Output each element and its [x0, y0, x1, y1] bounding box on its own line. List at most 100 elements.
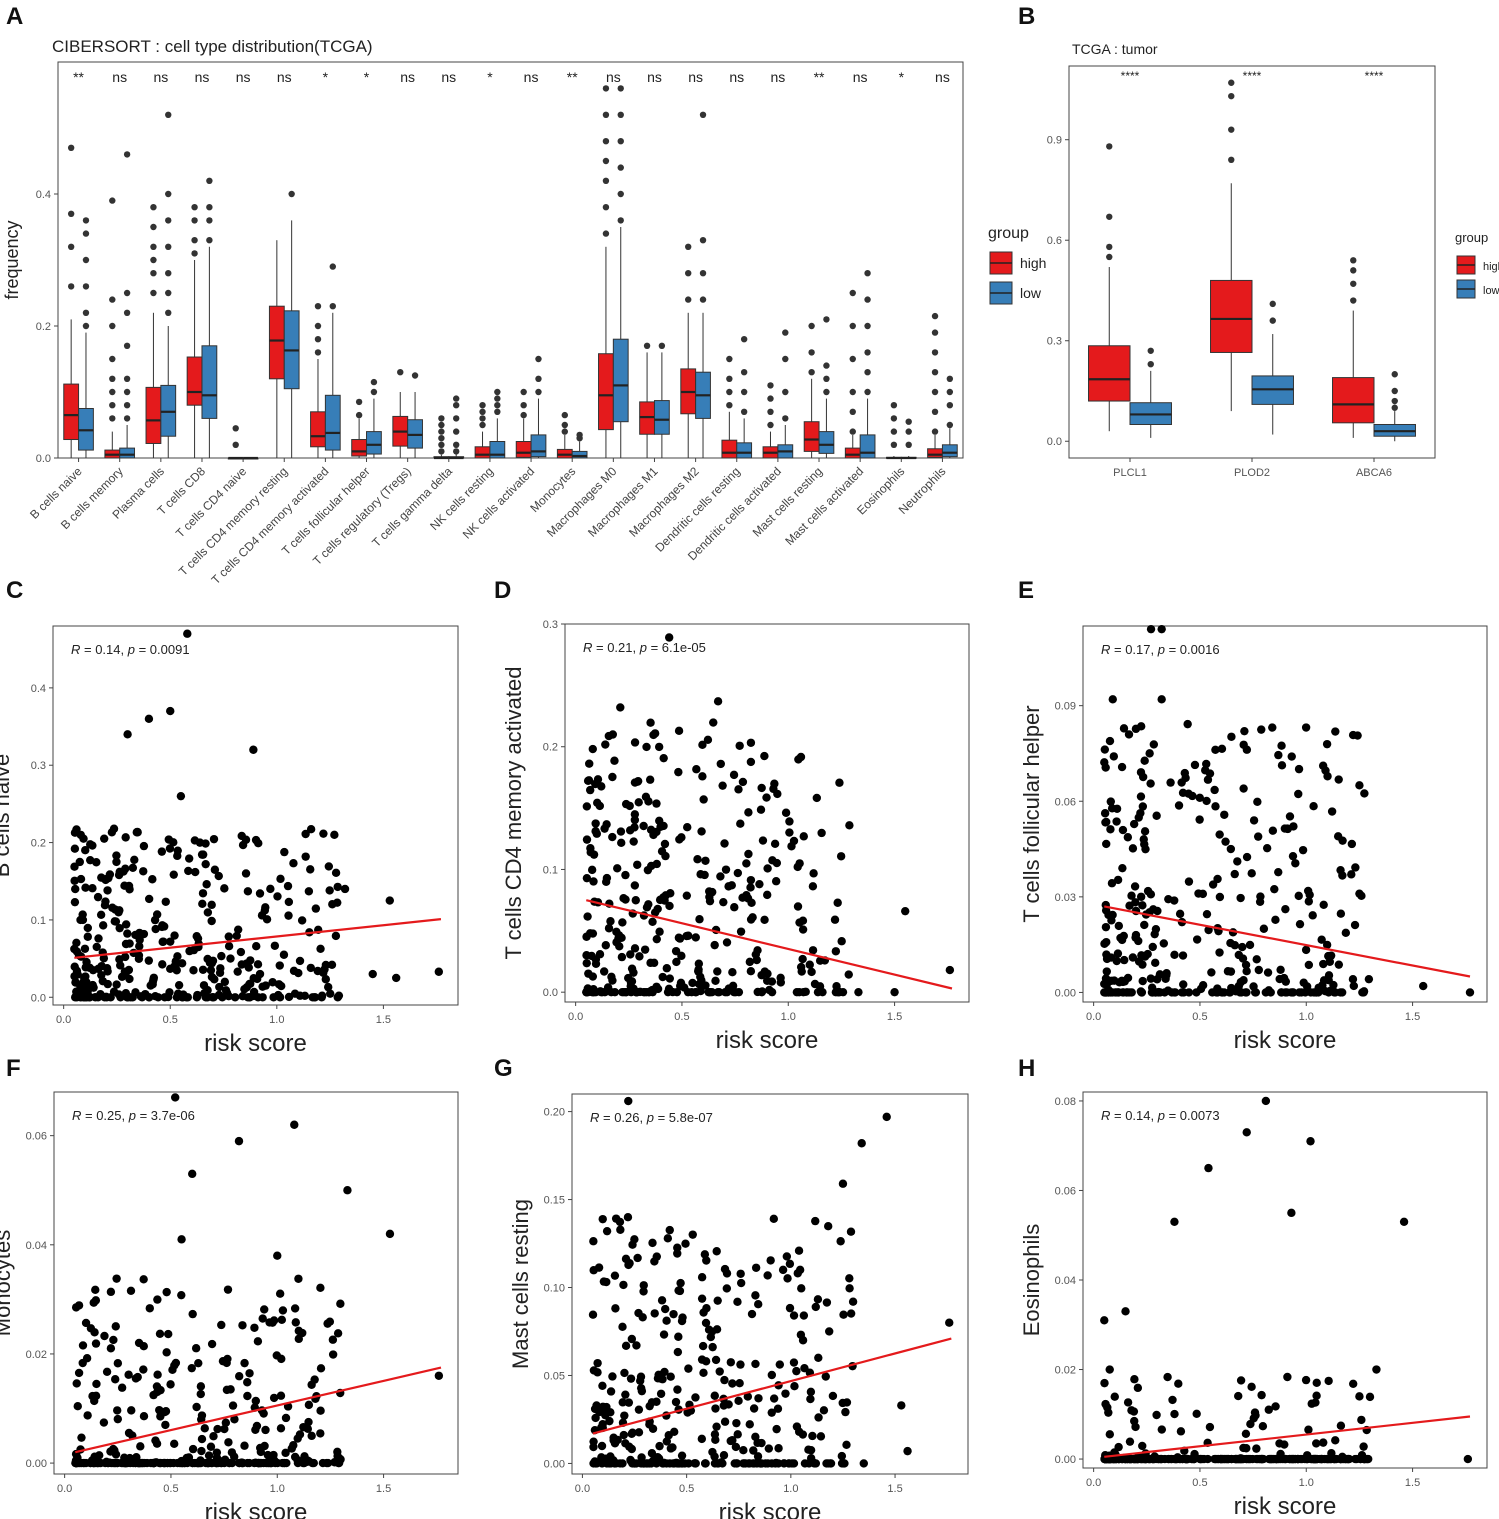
panel-f-data-point [124, 1370, 133, 1379]
panel-d-plot-frame [564, 623, 970, 1003]
panel-h-y-axis-label: Eosinophils [1019, 1224, 1044, 1337]
panel-a-outlier-point [740, 336, 748, 343]
panel-g-data-point [814, 1413, 823, 1422]
panel-f-data-point [113, 1414, 123, 1424]
panel-f-data-point [333, 1329, 343, 1338]
panel-a-outlier-point [109, 375, 116, 382]
panel-c-y-tick-label: 0.2 [31, 838, 46, 850]
panel-g-data-point [842, 1440, 851, 1449]
panel-f-data-point [192, 1458, 202, 1468]
panel-h-data-point [1258, 1422, 1268, 1431]
panel-g-data-point [842, 1398, 852, 1407]
panel-c-data-point [316, 944, 325, 954]
panel-g-data-point [720, 1375, 729, 1385]
panel-e-data-point [1329, 987, 1339, 996]
panel-a-outlier-point [314, 322, 322, 330]
panel-g-data-point [708, 1342, 717, 1352]
panel-c-data-point [144, 714, 154, 724]
panel-g-data-point [630, 1459, 639, 1468]
panel-c-data-point [301, 829, 310, 839]
panel-a-outlier-point [314, 303, 322, 310]
panel-d-annotation-p-label: p [639, 640, 647, 655]
panel-g-data-point [711, 1355, 721, 1365]
panel-f-data-point [169, 1458, 178, 1468]
panel-e-data-point [1170, 950, 1179, 959]
panel-g-data-point [837, 1451, 847, 1461]
panel-h-data-point [1168, 1395, 1177, 1405]
panel-d-data-point [798, 925, 808, 934]
panel-d-data-point [633, 860, 642, 869]
panel-c-data-point [125, 974, 134, 984]
panel-g-data-point [678, 1459, 687, 1468]
panel-a-outlier-point [82, 256, 90, 264]
panel-c-data-point [280, 847, 289, 857]
panel-d-data-point [758, 836, 768, 845]
panel-e-data-point [1102, 839, 1111, 849]
panel-d-data-point [662, 964, 672, 973]
panel-a-outlier-point [823, 375, 830, 382]
panel-a-outlier-point [206, 177, 213, 184]
panel-c-data-point [148, 875, 157, 884]
panel-c-data-point [164, 835, 173, 844]
panel-f-y-tick-label: 0.04 [26, 1240, 47, 1252]
panel-e-data-point [1236, 893, 1245, 903]
panel-h-data-point [1241, 1429, 1251, 1438]
panel-d-data-point [724, 984, 734, 993]
panel-d-data-point [591, 779, 600, 789]
panel-g-annotation-p-label: p [646, 1110, 654, 1125]
panel-a-outlier-point [438, 421, 445, 429]
panel-a-y-axis-label: frequency [2, 220, 22, 299]
panel-d-data-point [801, 987, 810, 996]
panel-c-data-point [135, 942, 144, 951]
panel-f-data-point [139, 1365, 148, 1374]
panel-f-data-point [230, 1415, 239, 1424]
panel-e-data-point [1202, 796, 1211, 806]
panel-h-data-point [1286, 1454, 1295, 1464]
panel-a-outlier-point [823, 388, 830, 396]
panel-d-annotation-r-label: R [583, 640, 592, 655]
panel-a-outlier-point [411, 372, 419, 379]
panel-e-data-point [1114, 921, 1124, 931]
panel-e-data-point [1137, 951, 1146, 960]
panel-b-significance: **** [1365, 69, 1384, 83]
panel-f-data-point [343, 1186, 352, 1195]
panel-a-outlier-point [726, 388, 733, 396]
panel-a-y-tick-label: 0.4 [36, 189, 51, 201]
panel-a-significance: * [364, 69, 370, 85]
panel-h-data-point [1110, 1392, 1119, 1401]
panel-a-outlier-point [397, 369, 404, 376]
panel-a-outlier-point [82, 283, 90, 290]
panel-d-data-point [591, 959, 601, 969]
panel-g-data-point [634, 1428, 644, 1437]
panel-g-data-point [663, 1234, 673, 1243]
panel-c-y-tick-label: 0.1 [31, 915, 46, 927]
panel-d-data-point [652, 799, 661, 808]
panel-e-data-point [1180, 768, 1190, 778]
panel-d-data-point [787, 842, 796, 851]
panel-d-data-point [671, 946, 681, 956]
panel-f-data-point [78, 1341, 88, 1350]
panel-f-data-point [213, 1456, 223, 1466]
panel-f-data-point [146, 1458, 156, 1468]
panel-h-data-point [1205, 1422, 1215, 1432]
panel-a-outlier-point [617, 111, 624, 119]
panel-d-data-point [772, 858, 782, 868]
panel-f-data-point [160, 1407, 169, 1417]
panel-g-data-point [611, 1304, 620, 1313]
panel-f-data-point [316, 1364, 326, 1373]
panel-d-data-point [626, 950, 635, 959]
panel-g-data-point [620, 1368, 629, 1378]
panel-a-significance: ns [236, 69, 251, 85]
panel-h-data-point [1312, 1378, 1321, 1388]
panel-d-data-point [799, 832, 808, 841]
panel-a-significance: ns [112, 69, 127, 85]
panel-a-outlier-point [494, 408, 501, 415]
panel-c-data-point [202, 880, 211, 889]
panel-e-data-point [1230, 941, 1240, 950]
panel-a-box-high [63, 383, 80, 441]
panel-g-data-point [751, 1432, 760, 1442]
panel-f-data-point [299, 1422, 308, 1432]
panel-f-data-point [124, 1428, 134, 1438]
panel-d-data-point [765, 985, 774, 995]
panel-c-x-tick-label: 0.5 [163, 1014, 178, 1026]
